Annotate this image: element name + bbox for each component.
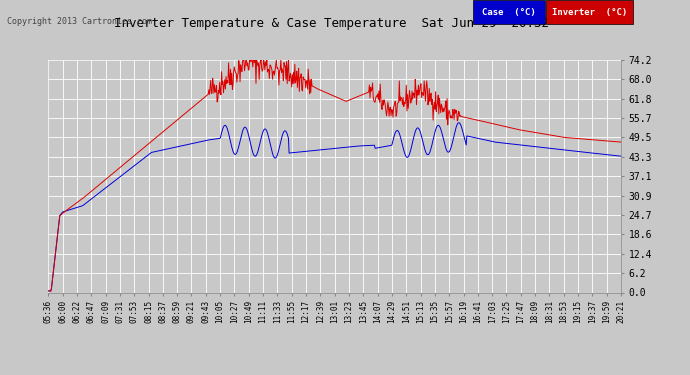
- Text: Inverter  (°C): Inverter (°C): [552, 8, 627, 16]
- Text: Inverter Temperature & Case Temperature  Sat Jun 29  20:32: Inverter Temperature & Case Temperature …: [114, 17, 549, 30]
- Text: Copyright 2013 Cartronics.com: Copyright 2013 Cartronics.com: [7, 17, 152, 26]
- Text: Case  (°C): Case (°C): [482, 8, 535, 16]
